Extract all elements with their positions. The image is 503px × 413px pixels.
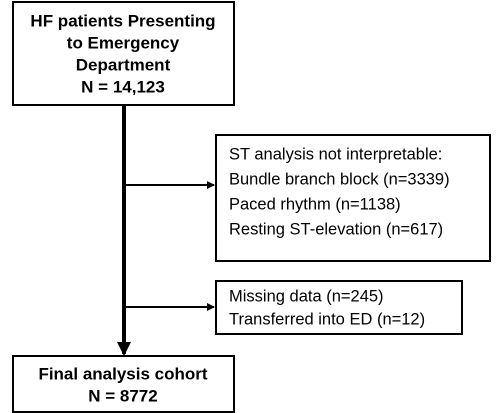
box-text: ST analysis not interpretable: xyxy=(229,145,442,163)
box-text: to Emergency xyxy=(67,33,180,52)
box-text: Paced rhythm (n=1138) xyxy=(229,195,401,213)
box-text: HF patients Presenting xyxy=(30,11,215,30)
exclusion-box xyxy=(215,134,491,262)
box-text: Resting ST-elevation (n=617) xyxy=(229,220,443,238)
box-text: Transferred into ED (n=12) xyxy=(229,310,425,328)
start-box xyxy=(12,1,235,106)
box-text: N = 8772 xyxy=(88,386,157,405)
box-text: Bundle branch block (n=3339) xyxy=(229,170,450,188)
end-box xyxy=(12,355,235,413)
box-text: N = 14,123 xyxy=(81,77,165,96)
box-text: Final analysis cohort xyxy=(38,364,207,383)
box-text: Missing data (n=245) xyxy=(229,287,384,305)
box-text: Department xyxy=(76,55,171,74)
exclusion-box xyxy=(215,280,463,335)
